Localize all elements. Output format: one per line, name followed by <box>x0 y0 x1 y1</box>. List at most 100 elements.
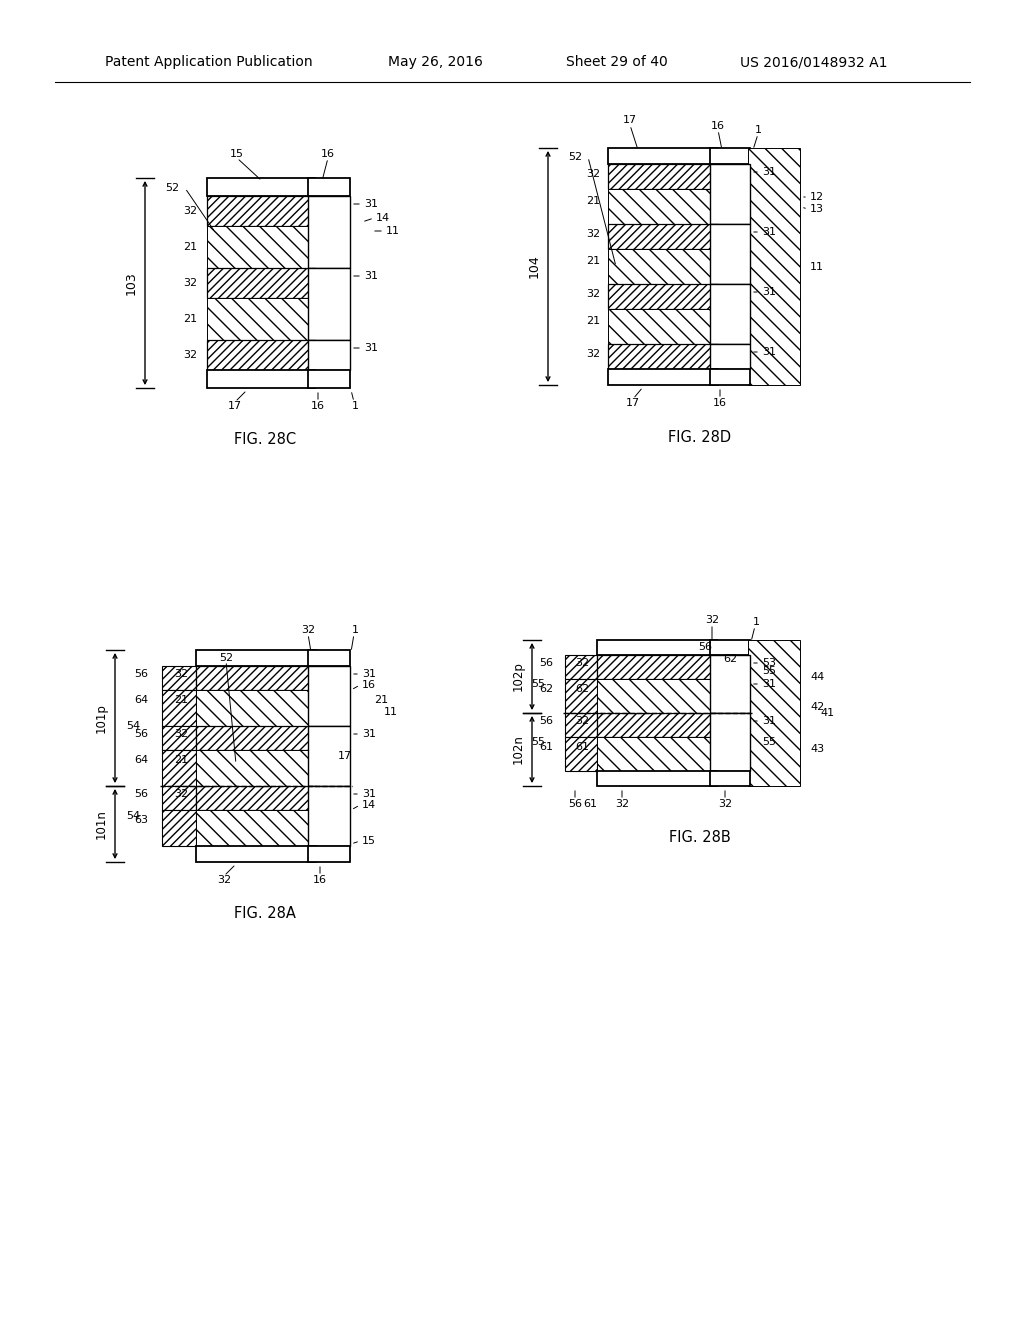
Bar <box>597 737 717 771</box>
Text: May 26, 2016: May 26, 2016 <box>388 55 483 69</box>
Text: 31: 31 <box>364 199 378 209</box>
Text: 31: 31 <box>364 271 378 281</box>
Bar <box>196 667 316 690</box>
Bar <box>162 785 196 810</box>
Bar <box>608 284 718 309</box>
Text: 21: 21 <box>174 696 188 705</box>
Text: Patent Application Publication: Patent Application Publication <box>105 55 312 69</box>
Bar <box>207 370 315 388</box>
Text: FIG. 28C: FIG. 28C <box>233 433 296 447</box>
Text: 104: 104 <box>527 255 541 279</box>
Text: 15: 15 <box>362 836 376 846</box>
Bar <box>597 655 717 678</box>
Bar <box>308 846 350 862</box>
Text: 1: 1 <box>351 401 358 411</box>
Bar <box>207 226 315 268</box>
Bar <box>597 771 717 785</box>
Text: 21: 21 <box>586 315 600 326</box>
Text: 14: 14 <box>376 213 390 223</box>
Text: 54: 54 <box>126 721 140 731</box>
Bar <box>608 148 718 164</box>
Text: 14: 14 <box>362 800 376 810</box>
Text: 32: 32 <box>615 799 629 809</box>
Bar <box>710 284 750 345</box>
Bar <box>308 667 350 726</box>
Bar <box>196 750 316 785</box>
Text: 55: 55 <box>531 737 545 747</box>
Text: 32: 32 <box>574 657 589 668</box>
Bar <box>608 224 718 249</box>
Text: 56: 56 <box>539 657 553 668</box>
Text: 53: 53 <box>762 657 776 668</box>
Text: 32: 32 <box>183 279 197 288</box>
Bar <box>608 345 718 370</box>
Text: 102n: 102n <box>512 734 524 764</box>
Text: 21: 21 <box>183 314 197 323</box>
Text: 32: 32 <box>586 228 600 239</box>
Bar <box>308 785 350 846</box>
Text: 17: 17 <box>626 399 640 408</box>
Text: FIG. 28B: FIG. 28B <box>669 830 731 846</box>
Bar <box>162 690 196 726</box>
Bar <box>196 785 316 810</box>
Text: 11: 11 <box>386 226 400 236</box>
Bar <box>565 678 597 713</box>
Text: 101p: 101p <box>94 704 108 733</box>
Bar <box>308 370 350 388</box>
Text: 31: 31 <box>762 227 776 238</box>
Text: 13: 13 <box>810 205 824 214</box>
Bar <box>308 341 350 370</box>
Text: 32: 32 <box>174 789 188 799</box>
Text: 31: 31 <box>762 347 776 356</box>
Bar <box>710 345 750 370</box>
Text: 31: 31 <box>762 715 776 726</box>
Text: 32: 32 <box>217 875 231 884</box>
Text: 43: 43 <box>810 744 824 755</box>
Bar <box>196 846 316 862</box>
Text: 44: 44 <box>810 672 824 681</box>
Text: 32: 32 <box>574 715 589 726</box>
Bar <box>207 195 315 226</box>
Bar <box>608 370 718 385</box>
Bar <box>207 178 315 195</box>
Text: 31: 31 <box>762 168 776 177</box>
Text: US 2016/0148932 A1: US 2016/0148932 A1 <box>740 55 888 69</box>
Text: 31: 31 <box>362 669 376 678</box>
Bar <box>710 224 750 284</box>
Text: 21: 21 <box>586 256 600 267</box>
Text: 52: 52 <box>568 152 582 162</box>
Text: 16: 16 <box>362 680 376 690</box>
Text: 31: 31 <box>362 789 376 799</box>
Text: 17: 17 <box>623 115 637 125</box>
Bar <box>710 370 750 385</box>
Bar <box>710 164 750 224</box>
Bar <box>710 655 750 713</box>
Text: 31: 31 <box>762 678 776 689</box>
Text: 52: 52 <box>219 653 233 663</box>
Text: 1: 1 <box>755 125 762 135</box>
Bar <box>710 640 750 655</box>
Bar <box>710 771 750 785</box>
Text: 32: 32 <box>174 729 188 739</box>
Text: 17: 17 <box>228 401 242 411</box>
Bar <box>597 640 717 655</box>
Bar <box>207 298 315 341</box>
Text: 102p: 102p <box>512 661 524 692</box>
Text: 32: 32 <box>586 169 600 180</box>
Bar <box>608 249 718 284</box>
Text: FIG. 28A: FIG. 28A <box>234 907 296 921</box>
Bar <box>565 655 597 678</box>
Text: 56: 56 <box>568 799 582 809</box>
Text: 32: 32 <box>174 669 188 678</box>
Bar <box>162 726 196 750</box>
Text: 15: 15 <box>230 149 244 158</box>
Text: 21: 21 <box>586 195 600 206</box>
Bar <box>608 164 718 189</box>
Text: 101n: 101n <box>94 809 108 840</box>
Text: 31: 31 <box>762 286 776 297</box>
Text: 64: 64 <box>134 696 148 705</box>
Text: 42: 42 <box>810 702 824 711</box>
Bar <box>565 737 597 771</box>
Text: 16: 16 <box>321 149 335 158</box>
Bar <box>608 309 718 345</box>
